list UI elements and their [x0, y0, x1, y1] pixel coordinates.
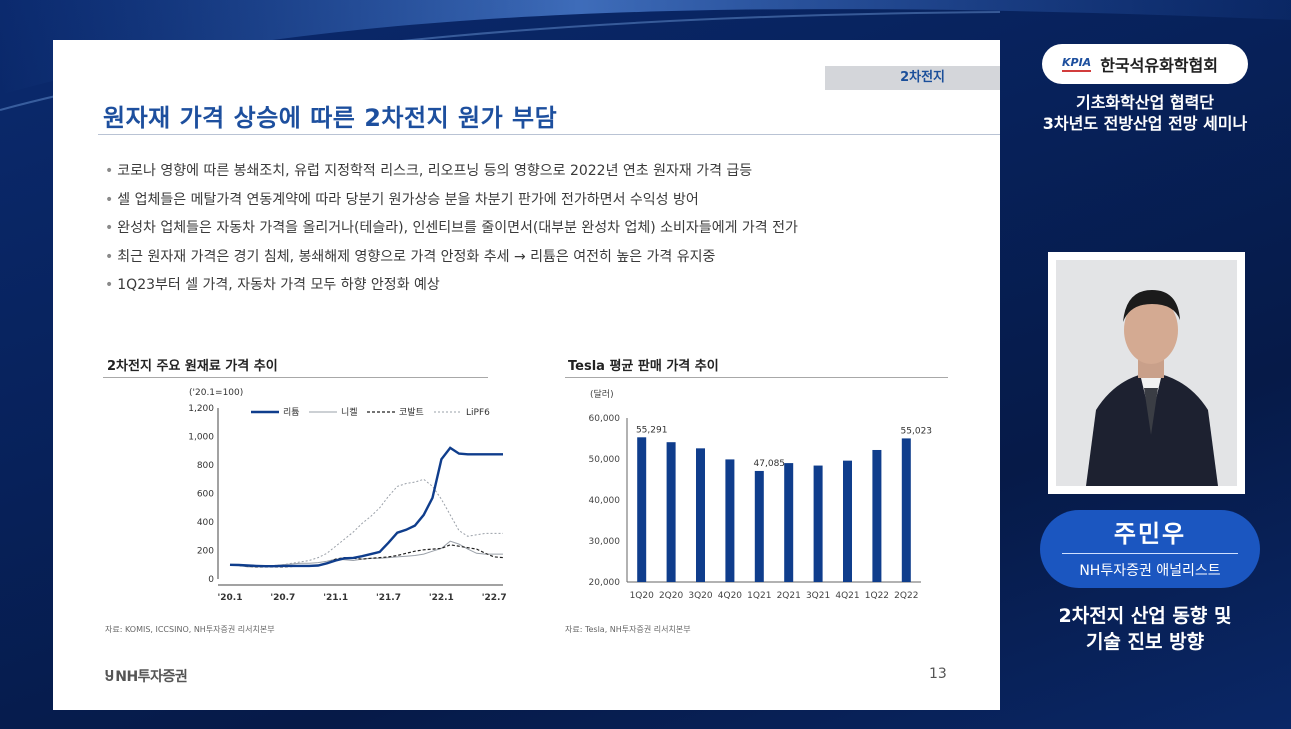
- bullet-text: 코로나 영향에 따른 봉쇄조치, 유럽 지정학적 리스크, 리오프닝 등의 영향…: [117, 163, 753, 179]
- speaker-silhouette-icon: [1056, 260, 1237, 486]
- bullet-dot-icon: •: [105, 248, 114, 265]
- bullet-item: • 완성차 업체들은 자동차 가격을 올리거나(테슬라), 인센티브를 줄이면서(…: [105, 218, 798, 247]
- y-tick-label: 1,200: [188, 404, 214, 414]
- topic-line: 2차전지 산업 동향 및: [1058, 605, 1232, 627]
- topic-line: 기술 진보 방향: [1085, 631, 1205, 653]
- series-line-3: [229, 478, 503, 567]
- bar-data-label: 55,291: [636, 425, 668, 435]
- speaker-name-pill: 주민우 NH투자증권 애널리스트: [1040, 510, 1260, 588]
- slide-title: 원자재 가격 상승에 따른 2차전지 원가 부담: [103, 104, 558, 132]
- x-tick-label: 2Q22: [894, 591, 918, 601]
- bar-chart-title-rule: [565, 377, 948, 378]
- bullet-text: 1Q23부터 셀 가격, 자동차 가격 모두 하향 안정화 예상: [117, 277, 440, 293]
- bar: [843, 460, 852, 582]
- line-chart-unit-label: ('20.1=100): [189, 388, 243, 398]
- x-tick-label: 4Q20: [718, 591, 743, 601]
- bullet-item: • 1Q23부터 셀 가격, 자동차 가격 모두 하향 안정화 예상: [105, 275, 798, 304]
- bar: [637, 437, 647, 582]
- x-tick-label: 1Q20: [630, 591, 655, 601]
- y-tick-label: 50,000: [589, 455, 621, 465]
- bar-data-label: 47,085: [754, 459, 786, 469]
- y-tick-label: 60,000: [589, 414, 621, 424]
- y-tick-label: 800: [197, 461, 214, 471]
- x-tick-label: 3Q20: [688, 591, 713, 601]
- nh-logo-text: NH투자증권: [115, 669, 188, 685]
- x-tick-label: '22.7: [482, 593, 507, 603]
- speaker-name: 주민우: [1113, 520, 1187, 548]
- line-chart-source: 자료: KOMIS, ICCSINO, NH투자증권 리서치본부: [105, 625, 275, 634]
- speaker-video-frame: [1048, 252, 1245, 494]
- bullet-dot-icon: •: [105, 277, 114, 293]
- bar: [784, 463, 794, 582]
- x-tick-label: '21.7: [376, 593, 401, 603]
- y-tick-label: 30,000: [589, 537, 621, 547]
- page-number: 13: [929, 666, 947, 682]
- x-tick-label: 3Q21: [806, 591, 830, 601]
- bar: [696, 448, 705, 582]
- tesla-asp-bar-chart: (달러) 20,000 30,000 40,000 50,000 60,000 1Q20 55…: [589, 388, 933, 601]
- bullet-dot-icon: •: [105, 191, 114, 208]
- bar: [754, 470, 764, 582]
- x-tick-label: 2Q20: [659, 591, 684, 601]
- y-tick-label: 400: [197, 518, 214, 528]
- y-tick-label: 40,000: [589, 496, 621, 506]
- bullet-item: • 코로나 영향에 따른 봉쇄조치, 유럽 지정학적 리스크, 리오프닝 등의 영…: [105, 161, 798, 190]
- section-tag: 2차전지: [825, 66, 1000, 90]
- bar-chart-title: Tesla 평균 판매 가격 추이: [568, 359, 719, 374]
- x-tick-label: 2Q21: [777, 591, 801, 601]
- seminar-line: 기초화학산업 협력단: [1075, 93, 1215, 112]
- nh-mark-icon: Ⴘ: [105, 669, 114, 685]
- name-divider: [1062, 553, 1238, 554]
- bullet-text: 완성차 업체들은 자동차 가격을 올리거나(테슬라), 인센티브를 줄이면서(대…: [117, 220, 798, 236]
- bar-chart-source: 자료: Tesla, NH투자증권 리서치본부: [565, 625, 691, 634]
- raw-material-line-chart: ('20.1=100) 0 200 400 600 800 1,000 1,200 '20.1 '…: [188, 388, 506, 603]
- x-tick-label: 1Q22: [865, 591, 889, 601]
- bar: [901, 438, 911, 582]
- y-tick-label: 600: [197, 490, 214, 500]
- bullet-dot-icon: •: [105, 220, 114, 236]
- legend-label: 리튬: [283, 407, 300, 418]
- bar: [813, 465, 823, 582]
- line-chart-title-rule: [103, 377, 488, 378]
- talk-topic: 2차전지 산업 동향 및 기술 진보 방향: [1030, 603, 1260, 655]
- bullet-dot-icon: •: [105, 163, 114, 179]
- presentation-slide: 2차전지 원자재 가격 상승에 따른 2차전지 원가 부담 • 코로나 영향에 따…: [53, 40, 1000, 710]
- y-tick-label: 1,000: [188, 433, 214, 443]
- x-tick-label: 1Q21: [747, 591, 771, 601]
- bullet-item: • 최근 원자재 가격은 경기 침체, 봉쇄해제 영향으로 가격 안정화 추세 →…: [105, 247, 798, 276]
- bar-data-label: 55,023: [901, 426, 933, 436]
- speaker-affiliation: NH투자증권 애널리스트: [1079, 563, 1221, 579]
- seminar-line: 3차년도 전방산업 전망 세미나: [1042, 114, 1248, 133]
- x-tick-label: '20.1: [218, 593, 243, 603]
- x-tick-label: 4Q21: [835, 591, 859, 601]
- speaker-photo: [1056, 260, 1237, 486]
- legend-label: 코발트: [399, 407, 424, 418]
- bullet-list: • 코로나 영향에 따른 봉쇄조치, 유럽 지정학적 리스크, 리오프닝 등의 영…: [105, 161, 798, 304]
- legend-label: 니켈: [341, 406, 358, 418]
- x-tick-label: '20.7: [270, 593, 295, 603]
- line-chart-title: 2차전지 주요 원재료 가격 추이: [107, 359, 278, 374]
- nh-logo: Ⴘ NH투자증권: [105, 666, 188, 686]
- seminar-title: 기초화학산업 협력단 3차년도 전방산업 전망 세미나: [1030, 92, 1260, 134]
- x-tick-label: '22.1: [429, 593, 454, 603]
- y-tick-label: 200: [197, 547, 214, 557]
- y-tick-label: 20,000: [589, 578, 621, 588]
- kpia-badge: KPIA 한국석유화학협회: [1042, 44, 1248, 84]
- bullet-item: • 셀 업체들은 메탈가격 연동계약에 따라 당분기 원가상승 분을 차분기 판가…: [105, 190, 798, 219]
- legend-label: LiPF6: [466, 408, 490, 418]
- title-divider: [98, 134, 1000, 135]
- bullet-text: 최근 원자재 가격은 경기 침체, 봉쇄해제 영향으로 가격 안정화 추세 → …: [117, 248, 716, 265]
- y-tick-label: 0: [208, 575, 214, 585]
- bullet-text: 셀 업체들은 메탈가격 연동계약에 따라 당분기 원가상승 분을 차분기 판가에…: [117, 191, 699, 208]
- bar: [666, 442, 676, 582]
- bar-chart-unit-label: (달러): [590, 388, 614, 400]
- kpia-logo-icon: KPIA: [1062, 56, 1092, 72]
- x-tick-label: '21.1: [323, 593, 348, 603]
- kpia-name: 한국석유화학협회: [1100, 56, 1218, 75]
- series-line-0: [229, 446, 503, 568]
- bar: [725, 459, 735, 582]
- bar: [872, 449, 882, 582]
